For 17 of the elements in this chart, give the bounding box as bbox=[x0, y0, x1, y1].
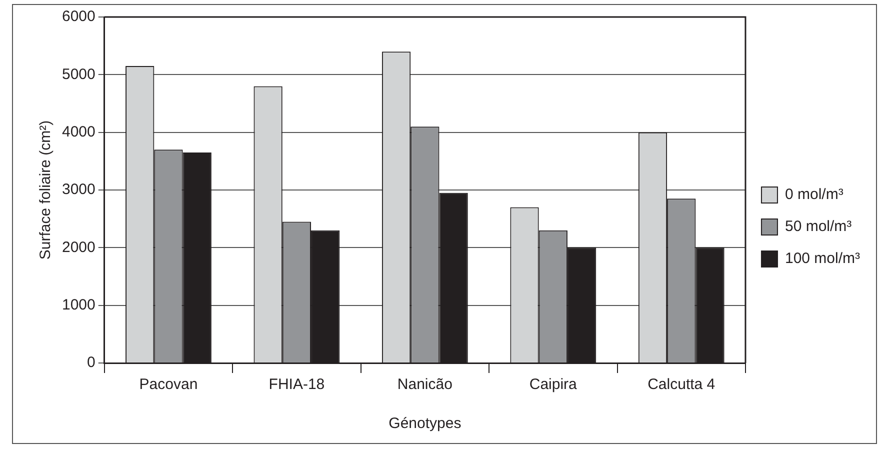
legend-label: 100 mol/m³ bbox=[784, 250, 860, 268]
y-tick-label: 5000 bbox=[62, 66, 96, 83]
legend-label: 0 mol/m³ bbox=[784, 186, 844, 204]
y-tick-label: 2000 bbox=[62, 238, 96, 256]
y-tick-label: 1000 bbox=[62, 296, 96, 314]
x-axis-title: Génotypes bbox=[388, 415, 462, 432]
y-tick-label: 0 bbox=[87, 354, 96, 372]
x-tick-label: Pacovan bbox=[139, 376, 198, 394]
y-tick-label: 3000 bbox=[62, 181, 96, 198]
y-tick-label: 4000 bbox=[62, 123, 96, 140]
y-axis-title: Surface foliaire (cm²) bbox=[37, 120, 54, 260]
x-tick-label: Calcutta 4 bbox=[648, 376, 716, 394]
x-tick-label: Caipira bbox=[529, 376, 578, 394]
x-tick-label: FHIA-18 bbox=[268, 376, 325, 394]
legend-label: 50 mol/m³ bbox=[784, 218, 852, 236]
y-tick-label: 6000 bbox=[62, 8, 96, 26]
x-tick-label: Nanicão bbox=[397, 376, 452, 394]
